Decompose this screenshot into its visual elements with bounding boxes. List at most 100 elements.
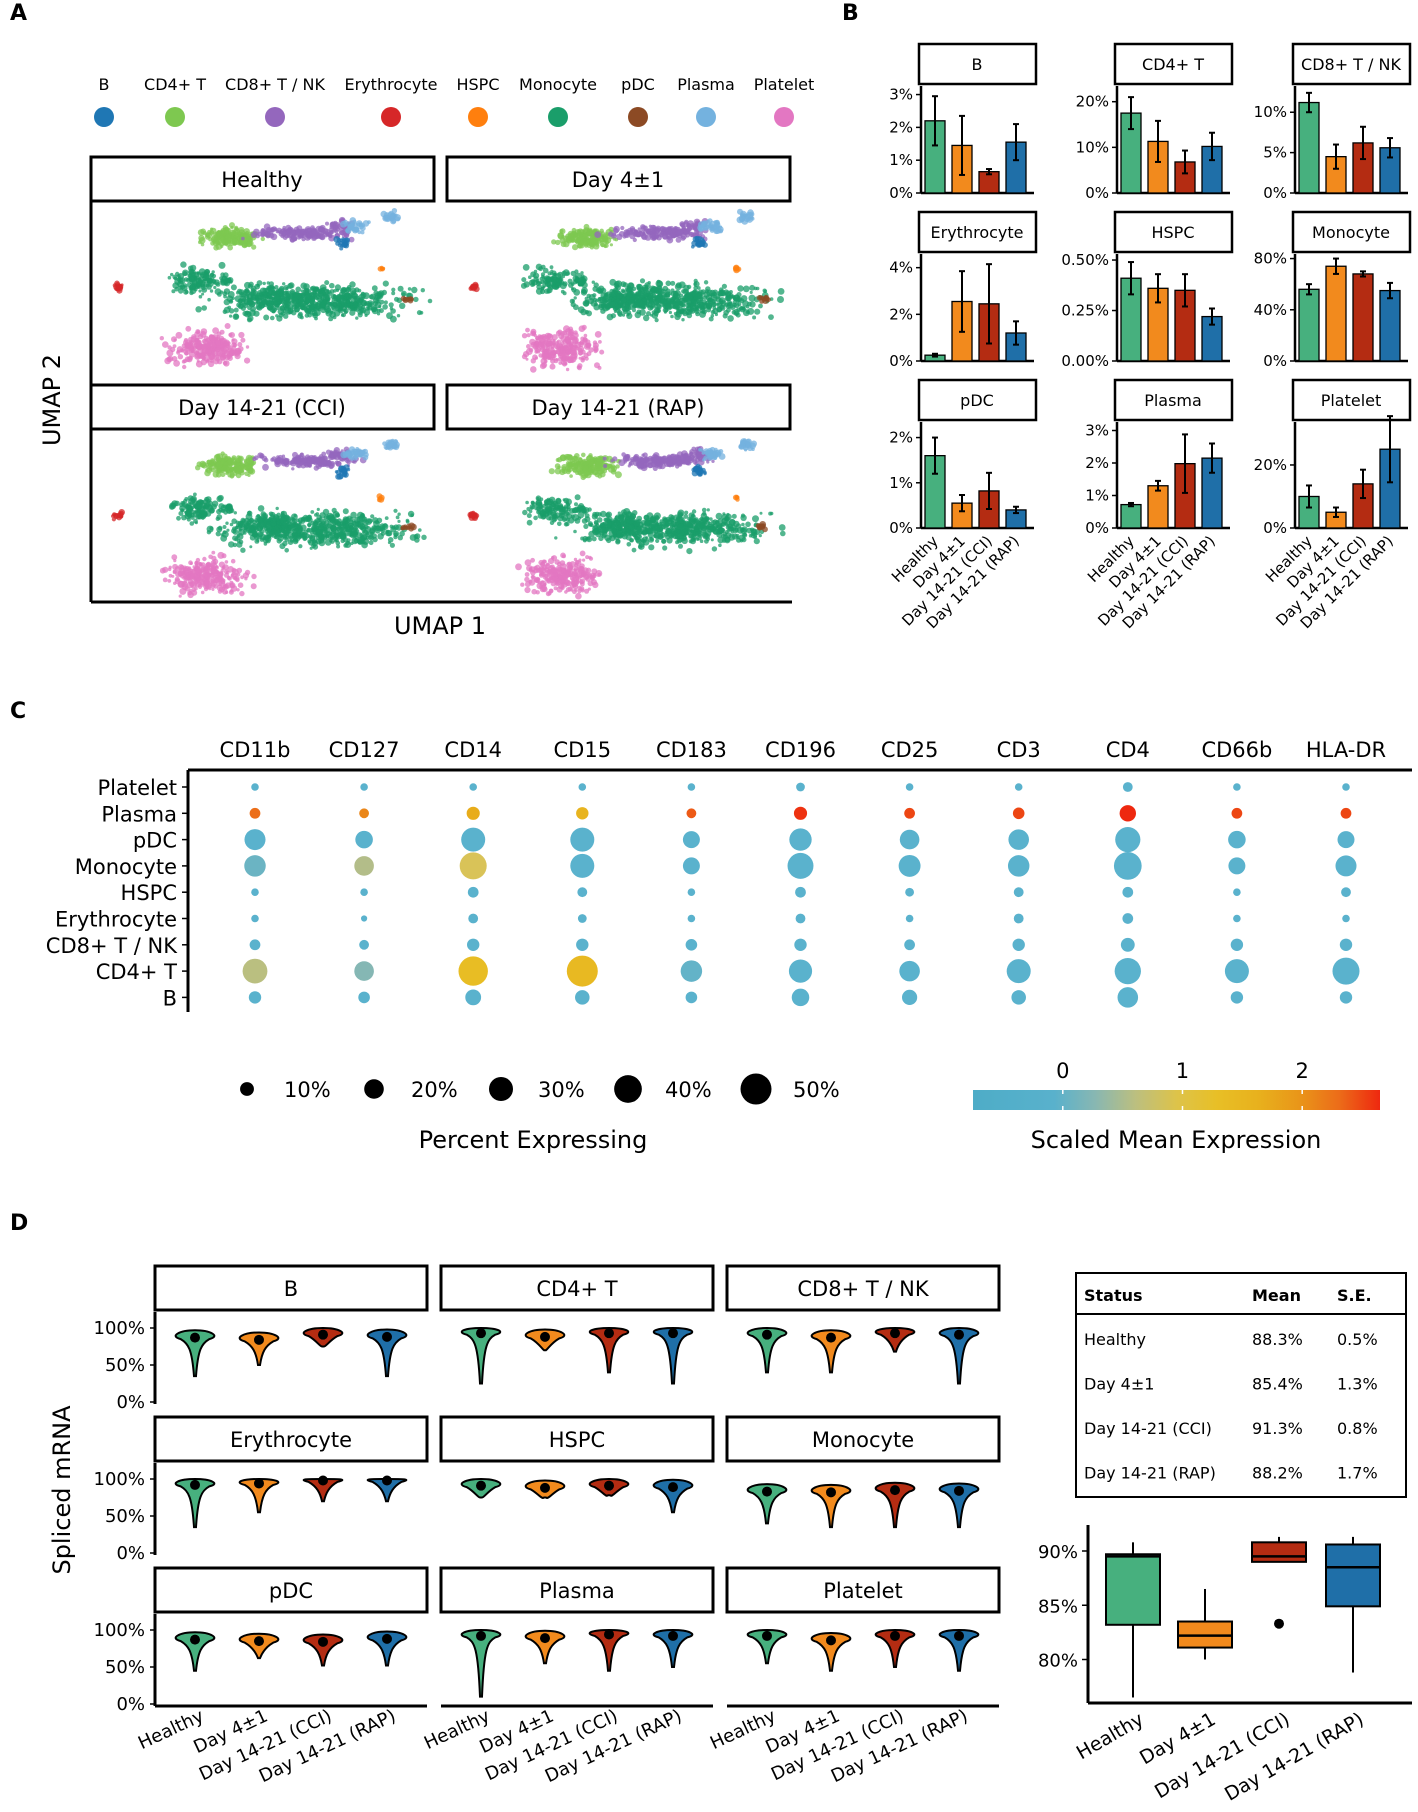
umap-point	[189, 562, 193, 565]
umap-point	[344, 293, 349, 298]
umap-point	[748, 294, 756, 302]
umap-point	[333, 539, 337, 543]
umap-point	[263, 457, 269, 463]
umap-point	[332, 294, 338, 300]
umap-point	[315, 538, 322, 545]
umap-point	[582, 465, 589, 472]
umap-point	[418, 528, 422, 532]
umap-point	[171, 336, 177, 343]
umap-point	[380, 531, 386, 536]
umap-point	[357, 536, 365, 544]
umap-point	[546, 282, 551, 287]
umap-point	[670, 288, 675, 293]
umap-facet-strip	[89, 155, 436, 203]
umap-point	[570, 282, 575, 286]
umap-point	[270, 286, 276, 292]
umap-point	[216, 495, 223, 503]
umap-point	[205, 586, 209, 590]
umap-point	[202, 556, 207, 562]
umap-point	[526, 344, 531, 349]
umap-point	[538, 335, 543, 340]
umap-point	[196, 271, 200, 275]
umap-point	[687, 293, 693, 299]
umap-point	[601, 304, 607, 309]
umap-point	[206, 504, 213, 511]
umap-point	[360, 230, 365, 235]
umap-point	[244, 357, 251, 364]
umap-point	[240, 232, 245, 237]
umap-point	[550, 272, 554, 276]
umap-point	[560, 289, 565, 294]
umap-point	[207, 297, 211, 302]
umap-point	[178, 594, 182, 598]
umap-point	[182, 576, 187, 580]
umap-point	[220, 353, 225, 357]
umap-point	[687, 309, 691, 313]
umap-point	[204, 234, 211, 240]
umap-point	[387, 537, 394, 543]
umap-point	[195, 500, 201, 506]
umap-point	[221, 508, 226, 513]
umap-point	[391, 208, 398, 214]
umap-point	[167, 579, 172, 583]
umap-point	[647, 455, 654, 462]
umap-legend-dot	[628, 107, 648, 127]
umap-point	[407, 297, 414, 304]
umap-point	[290, 229, 296, 235]
umap-point	[251, 529, 257, 534]
umap-point	[674, 313, 681, 321]
umap-point	[225, 471, 229, 475]
umap-legend-label: CD4+ T	[144, 75, 206, 94]
umap-point	[182, 364, 187, 370]
umap-point	[176, 349, 180, 353]
umap-point	[407, 287, 412, 291]
umap-point	[287, 539, 294, 545]
umap-point	[599, 349, 605, 355]
umap-point	[559, 228, 566, 235]
umap-point	[282, 282, 286, 286]
umap-point	[237, 582, 244, 588]
umap-point	[384, 516, 389, 520]
umap-point	[583, 238, 587, 242]
umap-point	[279, 517, 287, 524]
umap-point	[300, 289, 304, 293]
umap-point	[597, 285, 605, 293]
umap-point	[615, 304, 622, 311]
umap-point	[198, 289, 202, 293]
umap-point	[525, 327, 530, 333]
umap-point	[182, 358, 188, 364]
umap-point	[654, 234, 660, 239]
umap-point	[222, 350, 226, 354]
umap-point	[194, 508, 201, 514]
umap-point	[284, 296, 289, 302]
umap-point	[172, 344, 177, 348]
umap-point	[565, 349, 571, 355]
umap-point	[211, 270, 215, 274]
umap-point	[686, 223, 692, 229]
umap-point	[188, 269, 196, 277]
umap-point	[223, 294, 228, 299]
umap-cluster	[732, 264, 742, 274]
umap-point	[217, 525, 223, 531]
umap-point	[167, 345, 172, 350]
umap-point	[397, 512, 401, 516]
umap-point	[116, 284, 124, 292]
umap-point	[352, 301, 358, 308]
umap-point	[216, 358, 223, 365]
umap-point	[622, 282, 629, 288]
umap-point	[348, 236, 355, 243]
umap-point	[610, 313, 617, 319]
umap-point	[581, 452, 586, 458]
umap-point	[336, 473, 344, 480]
umap-point	[637, 461, 644, 468]
umap-point	[234, 465, 242, 473]
umap-point	[595, 462, 602, 470]
umap-point	[598, 340, 602, 344]
umap-point	[680, 222, 686, 228]
umap-point	[605, 292, 609, 296]
umap-point	[297, 313, 303, 319]
umap-point	[663, 294, 667, 298]
umap-point	[696, 286, 701, 290]
umap-point	[222, 309, 228, 315]
umap-point	[727, 315, 734, 322]
